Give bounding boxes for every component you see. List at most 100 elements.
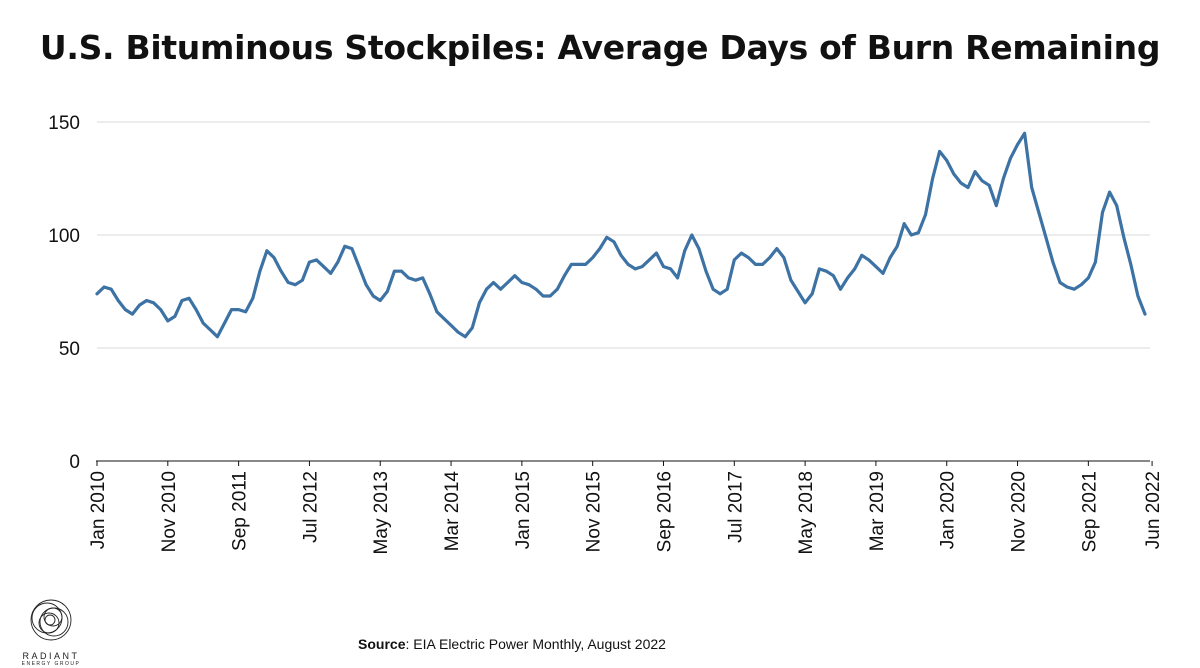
- series-layer: [95, 131, 1147, 339]
- data-point: [265, 249, 269, 253]
- data-point: [1016, 143, 1019, 147]
- data-point: [463, 335, 467, 339]
- data-point: [740, 251, 743, 255]
- data-point: [336, 260, 340, 264]
- logo-name: RADIANT: [22, 651, 80, 661]
- data-point: [1115, 204, 1119, 208]
- data-point: [789, 278, 793, 282]
- data-point: [605, 235, 609, 239]
- data-point: [966, 186, 970, 189]
- source-text: : EIA Electric Power Monthly, August 202…: [405, 636, 666, 652]
- data-point: [230, 308, 233, 311]
- source-note: Source: EIA Electric Power Monthly, Augu…: [0, 636, 1024, 652]
- data-point: [237, 308, 241, 311]
- data-point: [945, 159, 949, 162]
- data-point: [555, 287, 559, 291]
- x-tick-label: Jan 2015: [513, 471, 534, 549]
- data-point: [563, 274, 566, 278]
- data-point: [690, 233, 694, 237]
- x-tick-label: Jan 2020: [938, 471, 959, 549]
- data-point: [194, 308, 198, 311]
- data-point: [145, 299, 149, 302]
- data-point: [308, 260, 311, 264]
- data-point: [782, 256, 786, 259]
- data-point: [357, 265, 361, 268]
- data-point: [881, 272, 885, 275]
- source-label: Source: [358, 636, 406, 652]
- data-point: [216, 335, 219, 339]
- x-tick-label: Sep 2016: [654, 471, 675, 552]
- x-tick-label: May 2013: [371, 471, 392, 554]
- data-point: [633, 267, 637, 271]
- data-point: [987, 183, 991, 187]
- data-point: [456, 330, 460, 334]
- x-tick-label: Mar 2014: [442, 471, 463, 552]
- data-point: [1072, 287, 1076, 291]
- logo-subtitle: ENERGY GROUP: [21, 661, 81, 667]
- data-point: [421, 276, 425, 280]
- data-point: [924, 213, 927, 217]
- data-point: [272, 256, 276, 259]
- y-tick-label: 100: [48, 226, 80, 247]
- x-tick-label: May 2018: [796, 471, 817, 554]
- data-point: [761, 263, 764, 266]
- data-point: [796, 290, 800, 293]
- x-tick-label: Jun 2022: [1143, 471, 1164, 549]
- data-point: [768, 256, 772, 259]
- y-tick-label: 150: [48, 113, 80, 134]
- data-point: [279, 269, 283, 273]
- x-axis: [96, 460, 1153, 466]
- gridlines: [97, 121, 1150, 349]
- data-point: [959, 181, 963, 185]
- data-point: [223, 321, 226, 325]
- x-tick-label: Nov 2020: [1009, 471, 1030, 552]
- x-tick-label: Jul 2012: [300, 471, 321, 543]
- x-tick-label: Sep 2011: [230, 471, 251, 551]
- data-point: [173, 315, 177, 318]
- data-point: [711, 287, 715, 291]
- data-point: [364, 283, 368, 287]
- data-point: [640, 265, 644, 268]
- data-point: [846, 276, 849, 280]
- y-tick-label: 0: [69, 452, 80, 473]
- x-tick-label: Nov 2015: [584, 471, 605, 552]
- data-point: [676, 276, 679, 280]
- data-point: [201, 321, 205, 325]
- data-point: [1129, 263, 1133, 266]
- data-point: [470, 326, 474, 330]
- data-point: [414, 278, 417, 282]
- logo-circles-icon: [30, 599, 72, 641]
- data-point: [513, 274, 517, 278]
- data-point: [1002, 177, 1005, 180]
- data-point: [123, 308, 127, 311]
- data-point: [902, 222, 906, 226]
- data-point: [301, 278, 304, 282]
- y-tick-label: 50: [59, 339, 80, 360]
- data-point: [874, 265, 878, 268]
- data-point: [350, 247, 354, 251]
- data-point: [152, 301, 156, 305]
- data-point: [1143, 312, 1147, 316]
- data-point: [570, 263, 573, 266]
- data-point: [810, 292, 814, 296]
- data-point: [1087, 276, 1090, 280]
- data-point: [732, 258, 736, 262]
- data-point: [909, 233, 913, 237]
- data-point: [293, 283, 297, 287]
- data-point: [258, 269, 262, 273]
- data-point: [485, 287, 488, 291]
- data-point: [322, 265, 325, 268]
- data-point: [853, 267, 857, 271]
- data-point: [994, 204, 998, 208]
- company-logo: RADIANT ENERGY GROUP: [16, 596, 86, 667]
- data-point: [867, 258, 871, 262]
- x-tick-label: Nov 2010: [159, 471, 180, 552]
- chart-title: U.S. Bituminous Stockpiles: Average Days…: [39, 28, 1161, 67]
- data-point: [116, 299, 120, 302]
- data-point: [95, 292, 99, 296]
- data-point: [159, 308, 163, 311]
- data-point: [1122, 235, 1126, 239]
- data-point: [286, 281, 290, 284]
- data-point: [669, 267, 672, 271]
- data-point: [520, 281, 524, 284]
